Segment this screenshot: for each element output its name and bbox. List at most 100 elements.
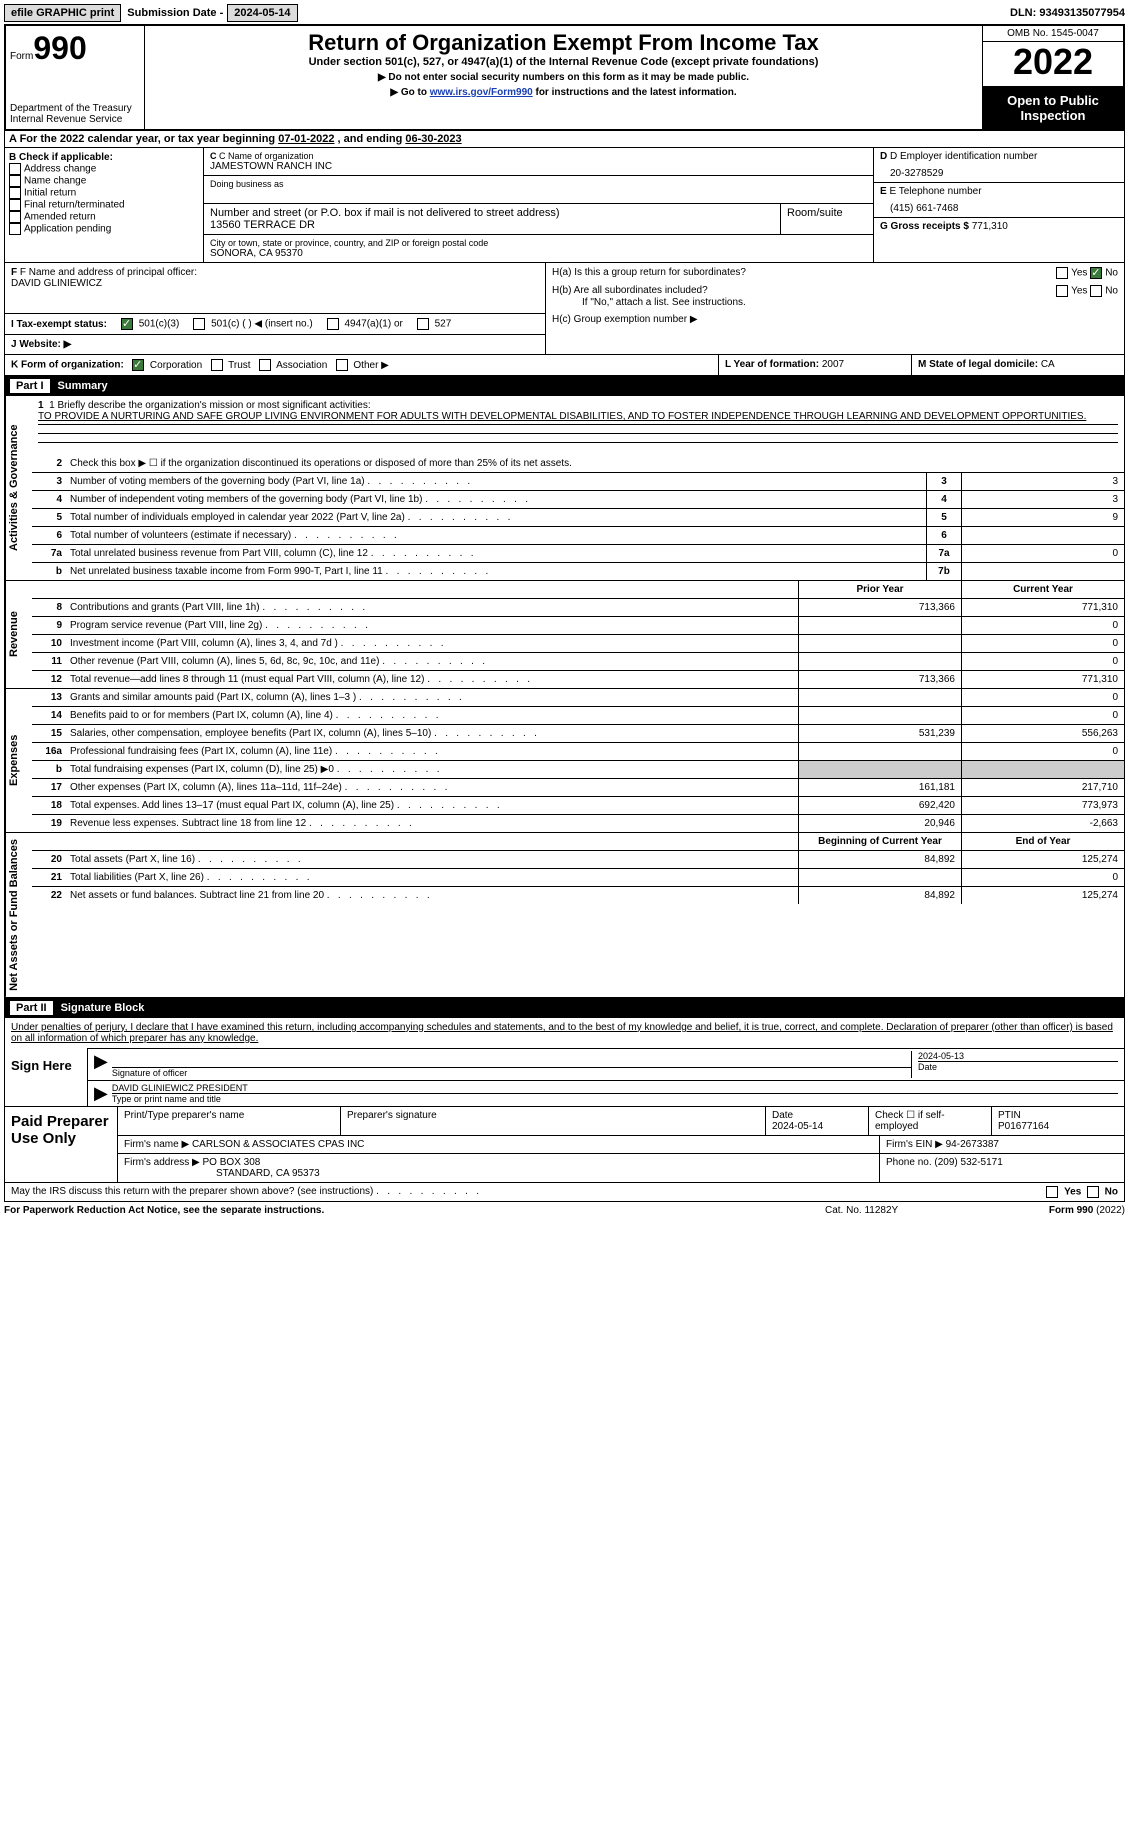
irs-link[interactable]: www.irs.gov/Form990 [430, 87, 533, 98]
form-subtitle: Under section 501(c), 527, or 4947(a)(1)… [151, 56, 976, 68]
note-ssn: ▶ Do not enter social security numbers o… [151, 72, 976, 83]
dln: DLN: 93493135077954 [1010, 7, 1125, 19]
phone-label: E Telephone number [889, 186, 981, 197]
mission-block: 1 1 Briefly describe the organization's … [32, 396, 1124, 455]
line2-desc: Check this box ▶ ☐ if the organization d… [66, 455, 1124, 472]
current-year-hdr: Current Year [961, 581, 1124, 598]
form-ref: Form 990 (2022) [975, 1205, 1125, 1216]
table-row: 18Total expenses. Add lines 13–17 (must … [32, 797, 1124, 815]
part1-label: Part I [10, 379, 50, 393]
table-row: 6Total number of volunteers (estimate if… [32, 527, 1124, 545]
form-number: 990 [33, 30, 86, 66]
arrow-icon: ▶ [94, 1051, 108, 1078]
chk-corporation[interactable]: Corporation [132, 360, 202, 371]
row-a-end: 06-30-2023 [405, 133, 461, 145]
chk-4947[interactable]: 4947(a)(1) or [327, 318, 403, 330]
row-k: K Form of organization: Corporation Trus… [4, 355, 1125, 376]
sig-officer-label: Signature of officer [112, 1067, 911, 1078]
ha-no[interactable]: No [1090, 267, 1118, 279]
type-print-label: Type or print name and title [112, 1093, 1118, 1104]
header: Form990 Department of the Treasury Inter… [4, 26, 1125, 131]
table-row: 21Total liabilities (Part X, line 26)0 [32, 869, 1124, 887]
prep-sig-label: Preparer's signature [341, 1107, 766, 1135]
part1-title: Summary [58, 380, 108, 392]
hb-no[interactable]: No [1090, 285, 1118, 297]
side-expenses: Expenses [5, 689, 32, 832]
room-label: Room/suite [787, 207, 867, 219]
gross-label: G Gross receipts $ [880, 221, 969, 232]
dln-label: DLN: [1010, 7, 1036, 19]
cell-officer: F F Name and address of principal office… [5, 263, 545, 314]
chk-527[interactable]: 527 [417, 318, 451, 330]
note-link-post: for instructions and the latest informat… [533, 87, 737, 98]
col-c: C C Name of organization JAMESTOWN RANCH… [204, 148, 873, 262]
cell-dba: Doing business as [204, 176, 873, 204]
cat-no: Cat. No. 11282Y [825, 1205, 975, 1216]
discuss-yes[interactable]: Yes [1046, 1186, 1081, 1198]
dba-label: Doing business as [210, 179, 867, 189]
row-a-pre: A For the 2022 calendar year, or tax yea… [9, 133, 278, 145]
part2-title: Signature Block [61, 1002, 145, 1014]
table-row: 20Total assets (Part X, line 16)84,89212… [32, 851, 1124, 869]
topbar: efile GRAPHIC print Submission Date - 20… [4, 4, 1125, 26]
officer-label: F Name and address of principal officer: [20, 267, 197, 278]
submission-date-label: Submission Date - [127, 7, 223, 19]
efile-button[interactable]: efile GRAPHIC print [4, 4, 121, 22]
table-row: 14Benefits paid to or for members (Part … [32, 707, 1124, 725]
table-row: 4Number of independent voting members of… [32, 491, 1124, 509]
table-row: 12Total revenue—add lines 8 through 11 (… [32, 671, 1124, 688]
side-activities: Activities & Governance [5, 396, 32, 580]
revenue-header: Prior Year Current Year [32, 581, 1124, 599]
chk-501c[interactable]: 501(c) ( ) ◀ (insert no.) [193, 318, 312, 330]
l-year: L Year of formation: 2007 [719, 355, 912, 375]
discuss-no[interactable]: No [1087, 1186, 1118, 1198]
hb-yes[interactable]: Yes [1056, 285, 1087, 297]
firm-ein: 94-2673387 [946, 1139, 999, 1150]
mission-label: 1 1 Briefly describe the organization's … [38, 400, 1118, 411]
row-j-website: J Website: ▶ [5, 335, 545, 354]
header-right: OMB No. 1545-0047 2022 Open to Public In… [983, 26, 1123, 129]
ein-label: D Employer identification number [890, 151, 1037, 162]
chk-501c3[interactable]: 501(c)(3) [121, 318, 179, 330]
chk-association[interactable]: Association [259, 360, 327, 371]
sig-date-label: Date [918, 1061, 1118, 1072]
firm-phone-label: Phone no. [886, 1157, 932, 1168]
net-assets-section: Net Assets or Fund Balances Beginning of… [4, 833, 1125, 998]
chk-other[interactable]: Other ▶ [336, 360, 389, 371]
ptin-label: PTIN [998, 1110, 1021, 1121]
k-form-org: K Form of organization: Corporation Trus… [5, 355, 719, 375]
officer-print-name: DAVID GLINIEWICZ PRESIDENT [112, 1083, 1118, 1093]
tax-status-label: I Tax-exempt status: [11, 319, 107, 330]
chk-name-change[interactable]: Name change [9, 175, 199, 187]
gross-value: 771,310 [972, 221, 1008, 232]
chk-trust[interactable]: Trust [211, 360, 251, 371]
dba-value [210, 189, 867, 200]
chk-initial-return[interactable]: Initial return [9, 187, 199, 199]
block-bcde: B Check if applicable: Address change Na… [4, 148, 1125, 263]
ha-yes[interactable]: Yes [1056, 267, 1087, 279]
cell-gross: G Gross receipts $ 771,310 [874, 218, 1124, 262]
row-a-tax-year: A For the 2022 calendar year, or tax yea… [4, 131, 1125, 148]
table-row: 15Salaries, other compensation, employee… [32, 725, 1124, 743]
omb-number: OMB No. 1545-0047 [983, 26, 1123, 42]
chk-final-return[interactable]: Final return/terminated [9, 199, 199, 211]
check-self-employed[interactable]: Check ☐ if self-employed [869, 1107, 992, 1135]
sign-here-label: Sign Here [5, 1048, 88, 1106]
hb-subordinates: H(b) Are all subordinates included? Yes … [552, 285, 1118, 297]
chk-amended-return[interactable]: Amended return [9, 211, 199, 223]
chk-app-pending[interactable]: Application pending [9, 223, 199, 235]
part2-label: Part II [10, 1001, 53, 1015]
table-row: 16aProfessional fundraising fees (Part I… [32, 743, 1124, 761]
expenses-section: Expenses 13Grants and similar amounts pa… [4, 689, 1125, 833]
prior-year-hdr: Prior Year [798, 581, 961, 598]
cell-city: City or town, state or province, country… [204, 235, 873, 262]
arrow-icon: ▶ [94, 1083, 108, 1104]
preparer-label: Paid Preparer Use Only [5, 1107, 118, 1182]
col-de: D D Employer identification number 20-32… [873, 148, 1124, 262]
city-value: SONORA, CA 95370 [210, 248, 867, 259]
note-link: ▶ Go to www.irs.gov/Form990 for instruct… [151, 87, 976, 98]
table-row: 3Number of voting members of the governi… [32, 473, 1124, 491]
ptin-value: P01677164 [998, 1121, 1049, 1132]
table-row: 9Program service revenue (Part VIII, lin… [32, 617, 1124, 635]
chk-address-change[interactable]: Address change [9, 163, 199, 175]
